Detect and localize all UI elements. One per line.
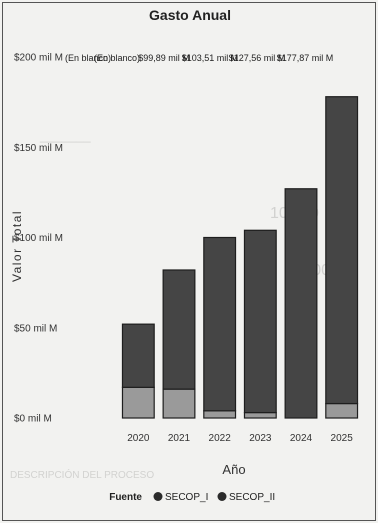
chart-title: Gasto Anual bbox=[149, 7, 231, 23]
x-tick-label: 2025 bbox=[331, 433, 354, 444]
x-tick-label: 2020 bbox=[127, 433, 150, 444]
x-tick-label: 2021 bbox=[168, 433, 191, 444]
bar-secop-i-2021 bbox=[162, 388, 196, 419]
bar-secop-ii-2024 bbox=[284, 188, 318, 419]
bar-secop-ii-2022 bbox=[203, 236, 237, 412]
bar-secop-i-2022 bbox=[203, 410, 237, 419]
x-tick-label: 2022 bbox=[209, 433, 232, 444]
x-axis-ticks: 2020 2021 2022 2023 2024 2025 bbox=[127, 433, 353, 444]
legend-entry: SECOP_II bbox=[229, 492, 275, 503]
bar-secop-i-2023 bbox=[243, 411, 277, 419]
legend-marker-secop-i bbox=[153, 492, 163, 501]
y-tick-label: $50 mil M bbox=[14, 323, 57, 334]
bar-secop-ii-2025 bbox=[325, 96, 359, 405]
data-label: $127,56 mil M bbox=[229, 53, 286, 63]
data-label: (En blanco) bbox=[65, 53, 111, 63]
x-tick-label: 2024 bbox=[290, 433, 313, 444]
data-label: $103,51 mil M bbox=[182, 53, 239, 63]
x-axis-label: Año bbox=[222, 462, 245, 477]
x-tick-label: 2023 bbox=[249, 433, 272, 444]
data-labels: (En blanco)(En blanco)$99,89 mil M$103,5… bbox=[65, 53, 333, 63]
legend-marker-secop-ii bbox=[217, 492, 227, 501]
y-tick-label: $100 mil M bbox=[14, 233, 63, 244]
y-tick-label: $200 mil M bbox=[14, 53, 63, 64]
bar-secop-ii-2021 bbox=[162, 269, 196, 390]
bars-group bbox=[121, 96, 359, 419]
data-label: $99,89 mil M bbox=[138, 53, 190, 63]
legend-entry: SECOP_I bbox=[165, 492, 208, 503]
data-label: (En blanco) bbox=[94, 53, 140, 63]
bar-secop-ii-2020 bbox=[121, 323, 155, 388]
y-tick-label: $0 mil M bbox=[14, 414, 52, 425]
y-axis-label: Valor Total bbox=[10, 210, 24, 282]
y-tick-label: $150 mil M bbox=[14, 143, 63, 154]
y-axis-ticks: $0 mil M $50 mil M $100 mil M $150 mil M $20… bbox=[14, 53, 63, 425]
data-label: $177,87 mil M bbox=[277, 53, 334, 63]
bar-secop-i-2020 bbox=[121, 386, 155, 419]
bar-secop-i-2025 bbox=[325, 402, 359, 419]
legend: Fuente SECOP_I SECOP_II bbox=[109, 492, 275, 503]
legend-title: Fuente bbox=[109, 492, 142, 503]
bar-secop-ii-2023 bbox=[243, 229, 277, 414]
